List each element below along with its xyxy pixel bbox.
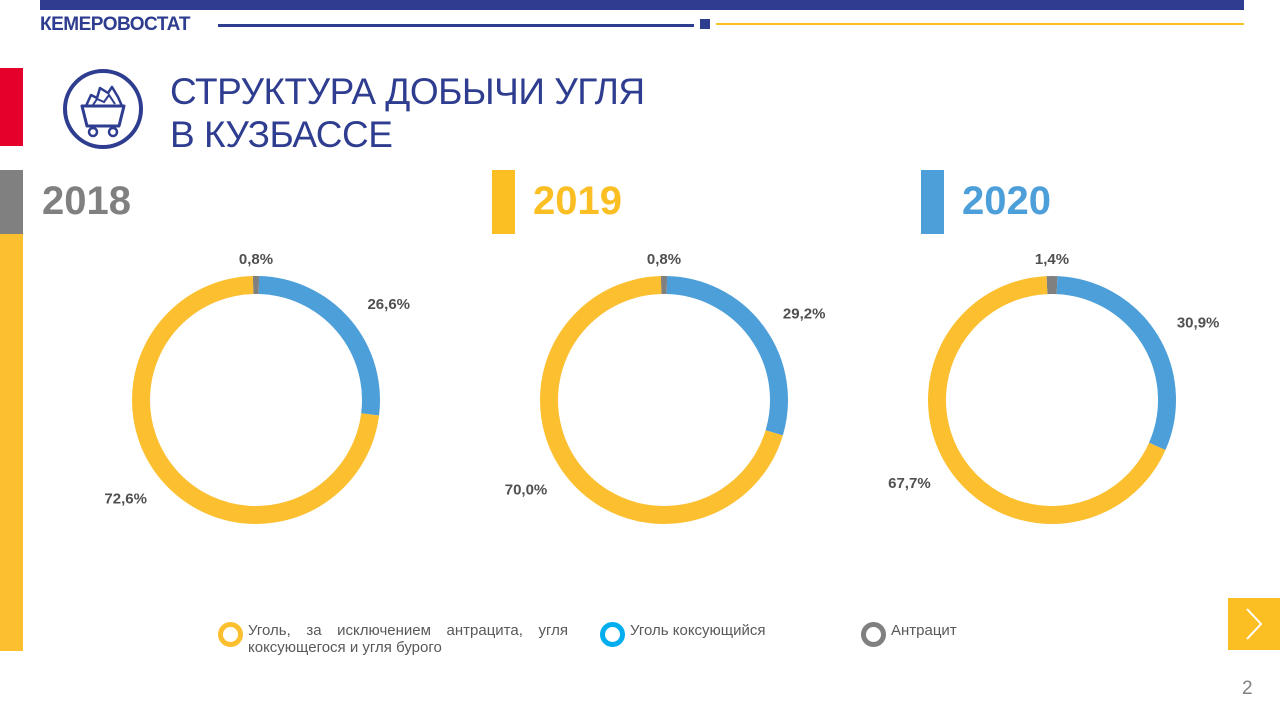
donut-2019-label-other-coal: 70,0% — [505, 481, 548, 498]
legend-label-line1: Уголь, за исключением антрацита, угля — [248, 622, 568, 639]
legend-item-other-coal: Уголь, за исключением антрацита, угля ко… — [218, 622, 568, 656]
title-line-2: В КУЗБАССЕ — [170, 114, 393, 155]
page-number: 2 — [1242, 678, 1253, 699]
donut-2019-segment-coking-coal — [666, 276, 788, 436]
year-2019-marker — [492, 170, 515, 234]
legend-item-coking-coal: Уголь коксующийся — [600, 622, 766, 647]
side-accent-gray — [0, 170, 23, 234]
legend-marker-blue — [600, 622, 625, 647]
donut-2018-segment-other-coal — [132, 276, 380, 524]
donut-2020-label-anthracite: 1,4% — [1035, 251, 1069, 268]
legend-label-coking-coal: Уголь коксующийся — [630, 622, 766, 639]
year-2020-marker — [921, 170, 944, 234]
donut-2019-label-anthracite: 0,8% — [647, 251, 681, 268]
legend-marker-yellow — [218, 622, 243, 647]
page-title: СТРУКТУРА ДОБЫЧИ УГЛЯ В КУЗБАССЕ — [170, 70, 645, 156]
donut-2020-segment-other-coal — [928, 276, 1166, 524]
year-2019-heading: 2019 — [533, 179, 622, 223]
donut-2020-segment-coking-coal — [1056, 276, 1176, 450]
title-line-1: СТРУКТУРА ДОБЫЧИ УГЛЯ — [170, 71, 645, 112]
year-2020-heading: 2020 — [962, 179, 1051, 223]
legend-marker-gray — [861, 622, 886, 647]
top-bar — [40, 0, 1244, 10]
header-square — [700, 19, 710, 29]
donut-2018-label-coking-coal: 26,6% — [367, 296, 410, 313]
side-accent-yellow — [0, 234, 23, 651]
legend-item-anthracite: Антрацит — [861, 622, 957, 647]
chevron-right-icon — [1246, 608, 1263, 640]
legend-label-anthracite: Антрацит — [891, 622, 957, 639]
donut-2018-segment-coking-coal — [258, 276, 380, 416]
donut-2018-label-other-coal: 72,6% — [104, 491, 147, 508]
next-slide-button[interactable] — [1228, 598, 1280, 650]
donut-2019-segment-other-coal — [540, 276, 783, 524]
header-line-yellow — [716, 23, 1244, 25]
donut-2019-label-coking-coal: 29,2% — [783, 306, 826, 323]
year-2018-heading: 2018 — [42, 179, 131, 223]
header-line-navy — [218, 24, 694, 27]
donut-2018-label-anthracite: 0,8% — [239, 251, 273, 268]
donut-charts: 0,8% 26,6% 72,6% 0,8% 29,2% 70,0% 1,4% 30,9% 67,… — [104, 251, 1220, 524]
coal-cart-icon — [62, 68, 144, 150]
donut-2020-label-coking-coal: 30,9% — [1177, 314, 1220, 331]
legend-label-other-coal: Уголь, за исключением антрацита, угля ко… — [248, 622, 568, 656]
donut-2020-label-other-coal: 67,7% — [888, 475, 931, 492]
brand-logo-text: КЕМЕРОВОСТАТ — [40, 14, 191, 35]
legend-label-line2: коксующегося и угля бурого — [248, 639, 442, 656]
side-accent-red — [0, 68, 23, 146]
